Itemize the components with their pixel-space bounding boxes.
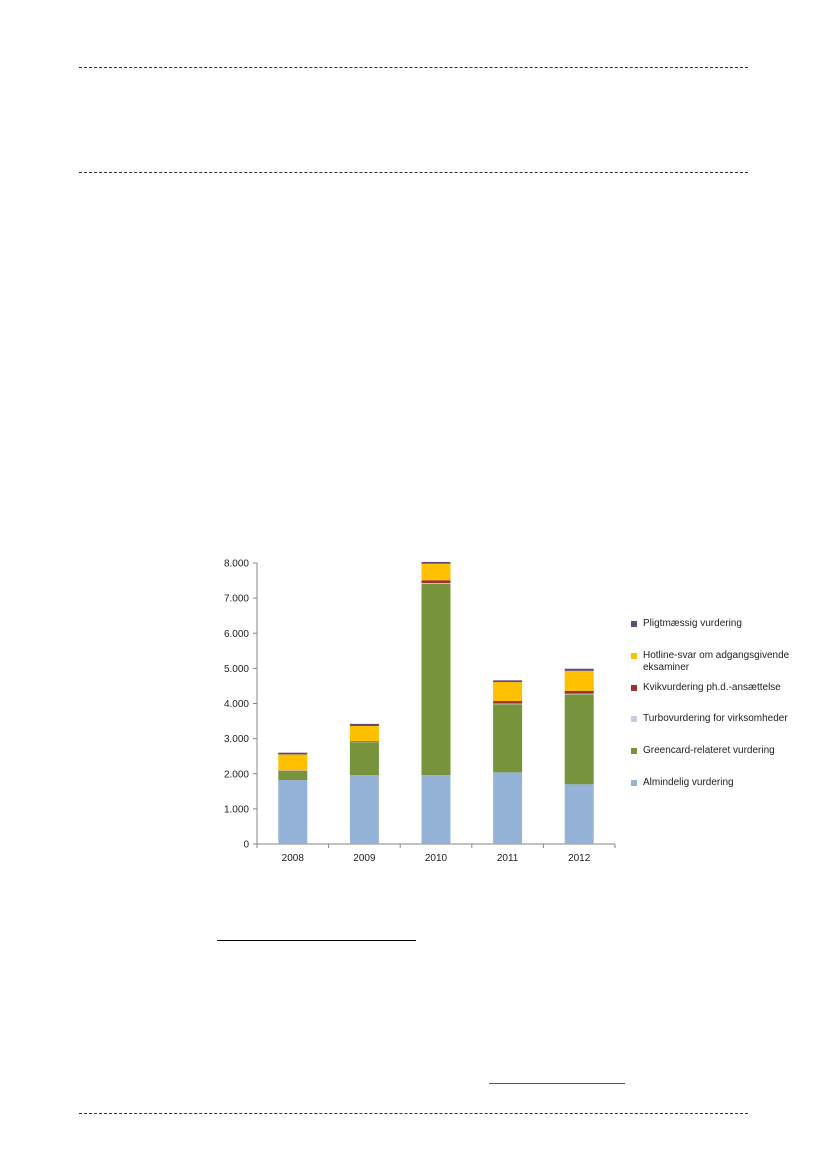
bar-segment-2011-1: [493, 704, 523, 773]
legend-swatch: [631, 780, 637, 786]
x-tick-label: 2009: [353, 853, 376, 864]
header-bottom-divider: [79, 172, 748, 173]
bar-segment-2010-0: [421, 775, 451, 844]
x-tick-label: 2012: [568, 853, 591, 864]
legend-item: Pligtmæssig vurdering: [631, 618, 821, 630]
legend-item: Turbovurdering for virksomheder: [631, 713, 821, 725]
bar-segment-2009-1: [349, 742, 379, 776]
bar-segment-2012-3: [564, 690, 594, 694]
bar-segment-2008-5: [278, 752, 308, 755]
link-underline[interactable]: [489, 1083, 625, 1084]
bar-segment-2011-0: [493, 772, 523, 844]
legend-label: Turbovurdering for virksomheder: [643, 713, 788, 724]
legend-swatch: [631, 716, 637, 722]
bar-segment-2010-1: [421, 583, 451, 776]
x-tick-label: 2008: [282, 853, 305, 864]
legend-label: Pligtmæssig vurdering: [643, 618, 742, 629]
legend-item: Kvikvurdering ph.d.-ansættelse: [631, 682, 821, 694]
footnote-separator: [217, 940, 416, 941]
bar-segment-2012-1: [564, 694, 594, 785]
bar-segment-2011-3: [493, 701, 523, 704]
bar-segment-2010-4: [421, 563, 451, 581]
x-tick-label: 2010: [425, 853, 448, 864]
bar-segment-2012-5: [564, 668, 594, 671]
y-tick-label: 2.000: [224, 769, 249, 780]
legend-label: Almindelig vurdering: [643, 777, 734, 788]
bar-segment-2011-4: [493, 682, 523, 702]
bar-segment-2009-5: [349, 723, 379, 726]
bar-segment-2010-3: [421, 580, 451, 584]
bar-segment-2010-2: [421, 583, 451, 584]
bar-segment-2012-0: [564, 784, 594, 844]
bar-segment-2008-0: [278, 780, 308, 844]
bar-segment-2012-2: [564, 693, 594, 695]
y-tick-label: 8.000: [224, 559, 249, 570]
bar-segment-2009-3: [349, 741, 379, 742]
y-tick-label: 0: [243, 840, 249, 851]
footer-divider: [79, 1113, 748, 1114]
y-tick-label: 6.000: [224, 629, 249, 640]
bar-segment-2011-2: [493, 703, 523, 705]
y-tick-label: 3.000: [224, 734, 249, 745]
legend-label: Kvikvurdering ph.d.-ansættelse: [643, 682, 781, 693]
legend-swatch: [631, 621, 637, 627]
bar-segment-2011-5: [493, 680, 523, 683]
bar-segment-2008-4: [278, 754, 308, 771]
x-tick-label: 2011: [497, 853, 519, 864]
header-top-divider: [79, 67, 748, 68]
legend-swatch: [631, 748, 637, 754]
legend-label: Hotline-svar om adgangsgivende eksaminer: [643, 650, 790, 673]
y-tick-label: 5.000: [224, 664, 249, 675]
bar-segment-2010-5: [421, 561, 451, 564]
bar-segment-2009-4: [349, 725, 379, 742]
y-tick-label: 1.000: [224, 804, 249, 815]
bar-segment-2012-4: [564, 670, 594, 691]
legend-item: Greencard-relateret vurdering: [631, 745, 821, 757]
stacked-bar-chart: 0 1.000 2.000 3.000 4.000 5.000 6.000 7.000 8.00…: [224, 559, 616, 864]
bar-segment-2009-0: [349, 775, 379, 844]
bar-segment-2008-1: [278, 770, 308, 781]
legend-label: Greencard-relateret vurdering: [643, 745, 775, 756]
legend-item: Almindelig vurdering: [631, 777, 821, 789]
y-tick-label: 7.000: [224, 594, 249, 605]
y-tick-label: 4.000: [224, 699, 249, 710]
legend-swatch: [631, 653, 637, 659]
legend-swatch: [631, 685, 637, 691]
legend-item: Hotline-svar om adgangsgivende eksaminer: [631, 650, 821, 674]
